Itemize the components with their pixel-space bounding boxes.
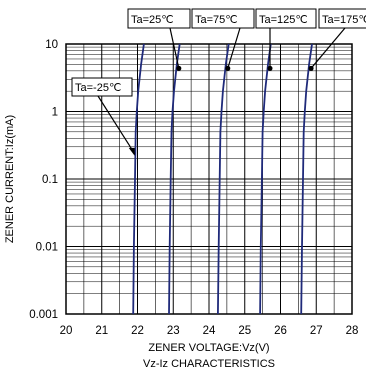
series-line-0 (132, 43, 145, 315)
series-line-1 (168, 43, 181, 315)
y-tick-label: 0.01 (36, 242, 58, 254)
tick-labels: 20 21 22 23 24 25 26 27 28 0.001 0.01 0.1 1 10 (29, 39, 358, 337)
x-tick-label: 23 (167, 325, 180, 337)
chart-caption: Vz-Iz CHARACTERISTICS (143, 358, 275, 370)
y-tick-label: 10 (45, 39, 58, 51)
series-line-3 (259, 43, 272, 315)
x-tick-label: 20 (60, 325, 73, 337)
series-label: Ta=75℃ (195, 14, 238, 26)
x-tick-label: 25 (238, 325, 251, 337)
x-tick-label: 28 (346, 325, 359, 337)
callout-arrow (97, 95, 136, 155)
callout-box (191, 8, 255, 29)
x-tick-label: 27 (310, 325, 323, 337)
callout-arrowhead (308, 65, 314, 71)
y-axis-label: ZENER CURRENT:Iz(mA) (4, 115, 16, 243)
y-tick-label: 0.001 (29, 309, 58, 321)
series-label: Ta=175℃ (322, 14, 366, 26)
callout-arrow (310, 27, 346, 69)
callout-arrow (169, 27, 180, 69)
series-lines (132, 43, 313, 315)
series-label: Ta=25℃ (131, 14, 174, 26)
x-tick-label: 21 (95, 325, 108, 337)
series-line-2 (217, 43, 230, 315)
y-tick-label: 1 (52, 107, 58, 119)
series-label: Ta=-25℃ (75, 82, 121, 94)
series-line-4 (300, 43, 313, 315)
callouts: Ta=-25℃ Ta=25℃ Ta=75℃ Ta=125℃ Ta=175℃ (71, 8, 366, 156)
x-tick-label: 22 (131, 325, 144, 337)
callout-arrowhead (176, 65, 182, 71)
callout-box (127, 8, 191, 29)
callout-box (71, 77, 133, 97)
callout-box (318, 8, 366, 29)
callout-box (255, 8, 317, 29)
x-tick-label: 24 (203, 325, 216, 337)
x-axis-label: ZENER VOLTAGE:Vz(V) (148, 342, 269, 354)
plot-frame (65, 43, 353, 315)
x-tick-label: 26 (274, 325, 287, 337)
callout-arrowhead (225, 65, 231, 71)
series-label: Ta=125℃ (259, 14, 308, 26)
callout-arrowhead (267, 65, 273, 71)
y-tick-label: 0.1 (42, 174, 58, 186)
callout-arrow (227, 27, 241, 69)
callout-arrowhead (128, 147, 135, 156)
